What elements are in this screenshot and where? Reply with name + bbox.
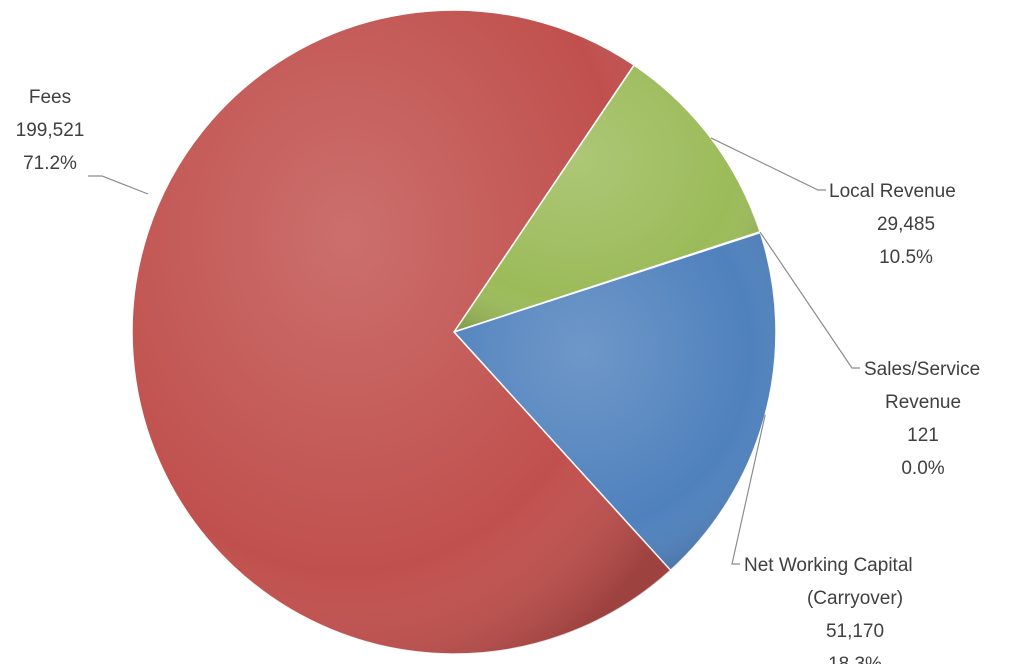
data-label-category-net-working-capital-carryover: Net Working Capital (744, 555, 913, 576)
data-label-percent-fees: 71.2% (23, 153, 77, 174)
leader-line-fees (88, 175, 149, 195)
pie-slice-shade-net-working-capital-carryover (454, 232, 777, 571)
data-label-percent-local-revenue: 10.5% (879, 247, 933, 268)
pie-slices (131, 9, 777, 655)
data-label-percent-sales-service-revenue: 0.0% (901, 458, 944, 479)
data-label-category-local-revenue: Local Revenue (829, 181, 956, 202)
leader-line-net-working-capital-carryover (731, 414, 766, 565)
pie-slice-shade-fees (132, 10, 671, 654)
data-label-category-fees: Fees (29, 87, 71, 108)
data-label-category-sales-service-revenue: Sales/Service (864, 359, 980, 380)
leader-line-local-revenue (710, 137, 826, 191)
pie-slice-shade-local-revenue (454, 65, 761, 333)
data-label-category-sales-service-revenue: Revenue (885, 392, 961, 413)
leader-line-sales-service-revenue (759, 231, 860, 369)
pie-labels: Local Revenue 29,485 10.5% Sales/Service Rev… (16, 87, 981, 669)
data-label-value-fees: 199,521 (16, 120, 85, 141)
data-label-percent-net-working-capital-carryover: 18.3% (828, 654, 882, 664)
data-label-value-net-working-capital-carryover: 51,170 (826, 621, 884, 642)
data-label-value-local-revenue: 29,485 (877, 214, 935, 235)
data-label-category-net-working-capital-carryover: (Carryover) (807, 588, 903, 609)
data-label-value-sales-service-revenue: 121 (907, 425, 939, 446)
